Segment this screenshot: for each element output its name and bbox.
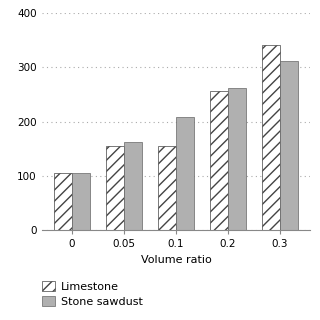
Bar (106, 146, 124, 230)
Bar (228, 88, 246, 230)
Bar (210, 91, 228, 230)
Bar (280, 61, 298, 230)
X-axis label: Volume ratio: Volume ratio (140, 255, 212, 265)
Legend: Limestone, Stone sawdust: Limestone, Stone sawdust (37, 276, 147, 311)
Bar (54, 173, 72, 230)
Bar (158, 146, 176, 230)
Bar (72, 173, 90, 230)
Bar (176, 117, 194, 230)
Bar (262, 45, 280, 230)
Bar (124, 142, 142, 230)
